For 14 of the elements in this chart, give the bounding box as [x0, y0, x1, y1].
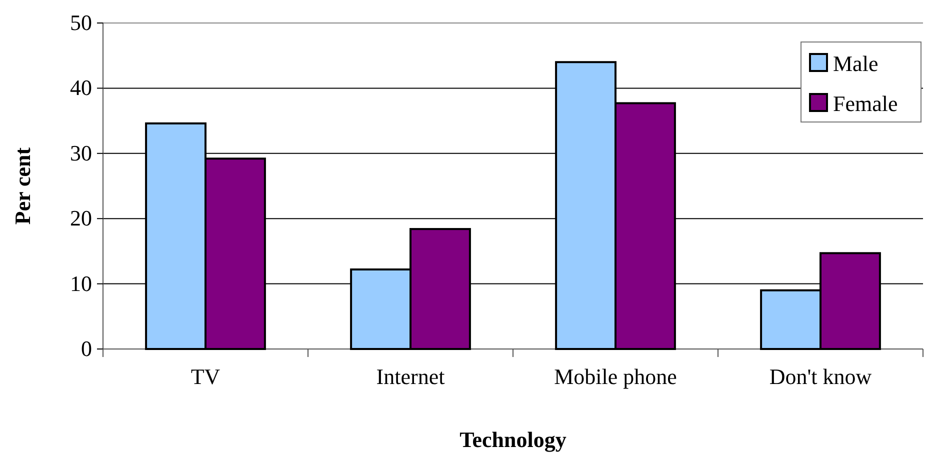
y-tick-label: 20: [70, 206, 92, 231]
x-tick-label: TV: [190, 364, 220, 389]
x-tick-label: Internet: [376, 364, 445, 389]
legend-label: Female: [833, 91, 898, 116]
y-tick-label: 10: [70, 270, 92, 296]
y-tick-label: 30: [70, 140, 92, 166]
y-tick-label: 50: [70, 10, 92, 36]
x-tick-label: Mobile phone: [554, 364, 677, 389]
y-tick-label: 0: [81, 336, 92, 362]
x-axis-title: Technology: [460, 427, 566, 452]
x-tick-label: Don't know: [769, 364, 872, 389]
y-tick-label: 40: [70, 75, 92, 100]
y-axis-title: Per cent: [10, 146, 35, 225]
legend-label: Male: [833, 51, 878, 76]
